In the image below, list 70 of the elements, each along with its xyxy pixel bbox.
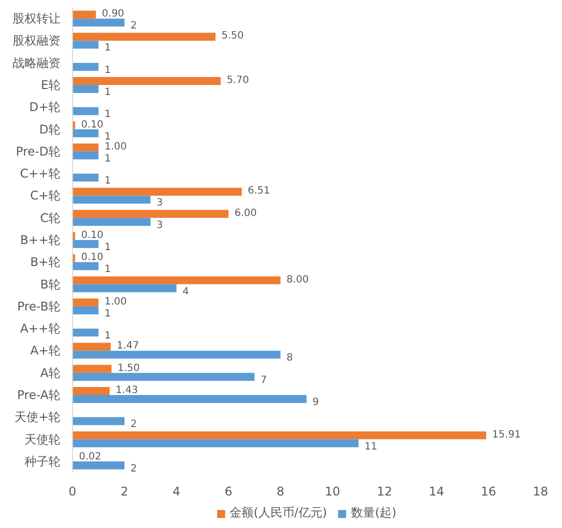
- data-label: 1: [104, 330, 111, 342]
- y-tick-label: Pre-B轮: [17, 299, 61, 314]
- data-label: 11: [364, 441, 378, 452]
- x-tick-label: 2: [120, 484, 128, 498]
- legend-label: 数量(起): [351, 504, 396, 522]
- data-label: 1.50: [118, 362, 140, 374]
- data-label: 2: [130, 20, 137, 32]
- x-tick-label: 12: [376, 484, 392, 498]
- y-tick-label: 种子轮: [24, 454, 60, 468]
- data-label: 8.00: [286, 274, 309, 286]
- x-tick-label: 16: [480, 484, 496, 498]
- data-label: 15.91: [492, 429, 521, 440]
- data-label: 7: [260, 374, 267, 386]
- data-label: 1.00: [104, 296, 127, 308]
- y-tick-label: C轮: [40, 210, 61, 225]
- data-label: 2: [130, 463, 137, 474]
- y-tick-label: B轮: [40, 277, 60, 292]
- y-tick-label: 战略融资: [12, 56, 60, 70]
- data-label: 1.47: [116, 340, 139, 352]
- data-label: 0.90: [102, 8, 124, 20]
- y-tick-label: A+轮: [30, 344, 60, 358]
- data-label: 0.10: [81, 119, 104, 130]
- data-label: 5.50: [222, 30, 244, 42]
- y-tick-label: Pre-D轮: [16, 144, 61, 158]
- data-label: 6.51: [248, 186, 270, 197]
- data-label: 0.10: [81, 230, 104, 241]
- y-tick-label: C++轮: [20, 166, 61, 181]
- y-tick-label: A轮: [40, 366, 61, 380]
- data-label: 1.43: [116, 385, 138, 396]
- data-label: 4: [182, 286, 189, 298]
- data-label: 8: [286, 352, 293, 364]
- x-tick-label: 10: [324, 484, 340, 498]
- x-tick-label: 6: [224, 484, 232, 498]
- data-label: 1: [104, 153, 111, 164]
- x-tick-label: 4: [172, 484, 180, 498]
- data-label: 6.00: [234, 208, 257, 219]
- data-label: 1: [104, 131, 111, 142]
- data-label: 1: [104, 64, 111, 76]
- y-tick-label: 股权转让: [12, 12, 60, 26]
- y-tick-label: 股权融资: [12, 34, 60, 48]
- data-label: 1: [104, 87, 111, 98]
- data-label: 1: [104, 42, 111, 54]
- y-tick-label: E轮: [40, 78, 61, 92]
- data-label: 0.02: [79, 451, 102, 462]
- y-tick-label: 天使轮: [24, 432, 60, 446]
- data-label: 3: [156, 198, 163, 209]
- y-tick-label: D轮: [39, 122, 61, 136]
- data-label: 0.10: [81, 252, 104, 264]
- y-tick-label: 天使+轮: [14, 410, 61, 424]
- data-label: 9: [312, 397, 319, 408]
- data-label: 2: [130, 419, 137, 430]
- data-label: 1.00: [104, 141, 127, 152]
- y-tick-label: A++轮: [20, 322, 61, 336]
- data-label: 1: [104, 109, 111, 120]
- x-tick-label: 14: [428, 484, 444, 498]
- data-label: 1: [104, 264, 111, 276]
- x-tick-label: 18: [532, 484, 548, 498]
- x-tick-label: 0: [68, 484, 76, 498]
- data-label: 1: [104, 242, 111, 253]
- y-tick-label: Pre-A轮: [17, 388, 61, 402]
- y-tick-label: B+轮: [30, 255, 61, 270]
- data-label: 1: [104, 176, 111, 187]
- data-label: 3: [156, 220, 163, 231]
- data-label: 5.70: [226, 75, 249, 86]
- x-tick-label: 8: [276, 484, 284, 498]
- y-tick-label: B++轮: [20, 233, 60, 247]
- legend-label: 金额(人民币/亿元): [230, 504, 328, 522]
- data-label: 1: [104, 308, 111, 320]
- y-tick-label: D+轮: [29, 100, 60, 114]
- y-tick-label: C+轮: [30, 188, 61, 203]
